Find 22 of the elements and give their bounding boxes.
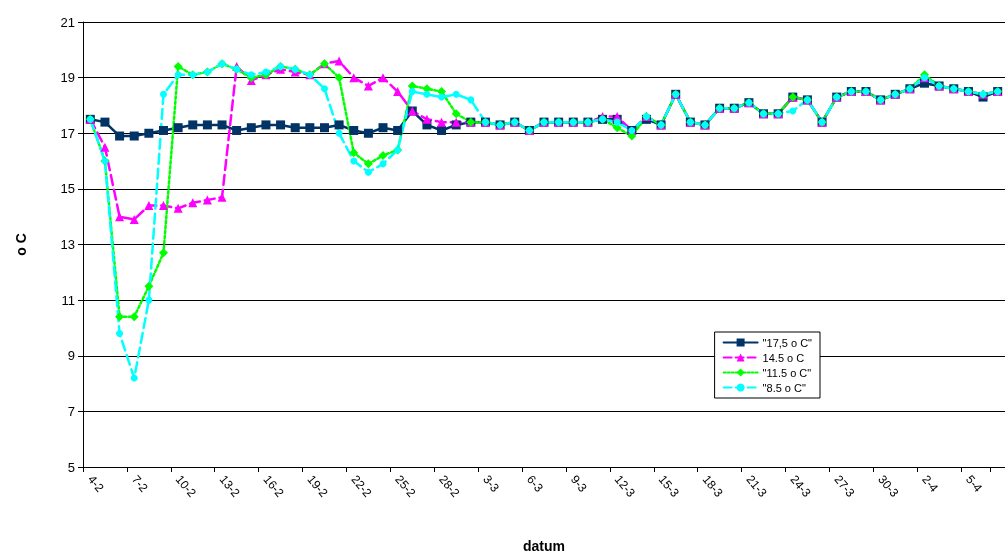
- legend-label: "8.5 o C": [762, 381, 806, 394]
- legend-label: "11.5 o C": [762, 366, 812, 379]
- y-tick-label: 5: [67, 459, 75, 475]
- y-tick-label: 13: [60, 237, 75, 252]
- legend-label: "17,5 o C": [762, 336, 813, 349]
- x-tick-label: 4-2: [84, 472, 108, 496]
- x-tick-label: 7-2: [128, 472, 151, 496]
- legend-label: 14.5 o C: [762, 351, 805, 364]
- x-tick-label: 3-3: [480, 472, 503, 496]
- y-tick-label: 11: [61, 292, 75, 308]
- x-tick-label: 5-4: [963, 472, 986, 496]
- x-axis-title: datum: [523, 538, 565, 554]
- y-tick-label: 7: [67, 403, 75, 419]
- y-tick-label: 9: [67, 348, 75, 364]
- y-axis-title: o C: [13, 233, 29, 256]
- x-tick-label: 9-3: [567, 472, 590, 496]
- y-tick-label: 17: [60, 125, 75, 141]
- y-tick-label: 21: [60, 14, 75, 30]
- x-tick-label: 6-3: [524, 472, 547, 496]
- x-tick-label: 2-4: [919, 472, 942, 496]
- y-tick-label: 19: [60, 70, 75, 86]
- y-tick-label: 15: [60, 181, 75, 197]
